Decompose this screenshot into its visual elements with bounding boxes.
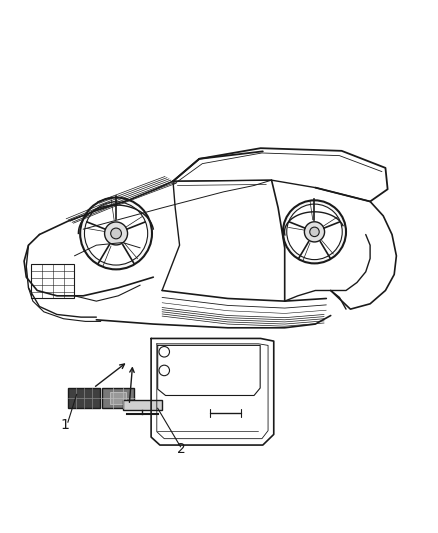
Text: 2: 2 — [177, 442, 186, 456]
Bar — [110, 392, 126, 404]
Circle shape — [287, 204, 342, 260]
Circle shape — [159, 365, 170, 376]
Circle shape — [80, 198, 152, 269]
Bar — [68, 388, 100, 408]
Circle shape — [310, 227, 319, 237]
Circle shape — [111, 228, 121, 239]
Bar — [31, 264, 74, 298]
Circle shape — [105, 222, 127, 245]
Circle shape — [283, 200, 346, 263]
Circle shape — [85, 202, 148, 265]
Circle shape — [159, 346, 170, 357]
Text: 1: 1 — [60, 418, 69, 432]
Bar — [102, 388, 134, 408]
Circle shape — [304, 222, 325, 242]
Bar — [123, 400, 162, 410]
